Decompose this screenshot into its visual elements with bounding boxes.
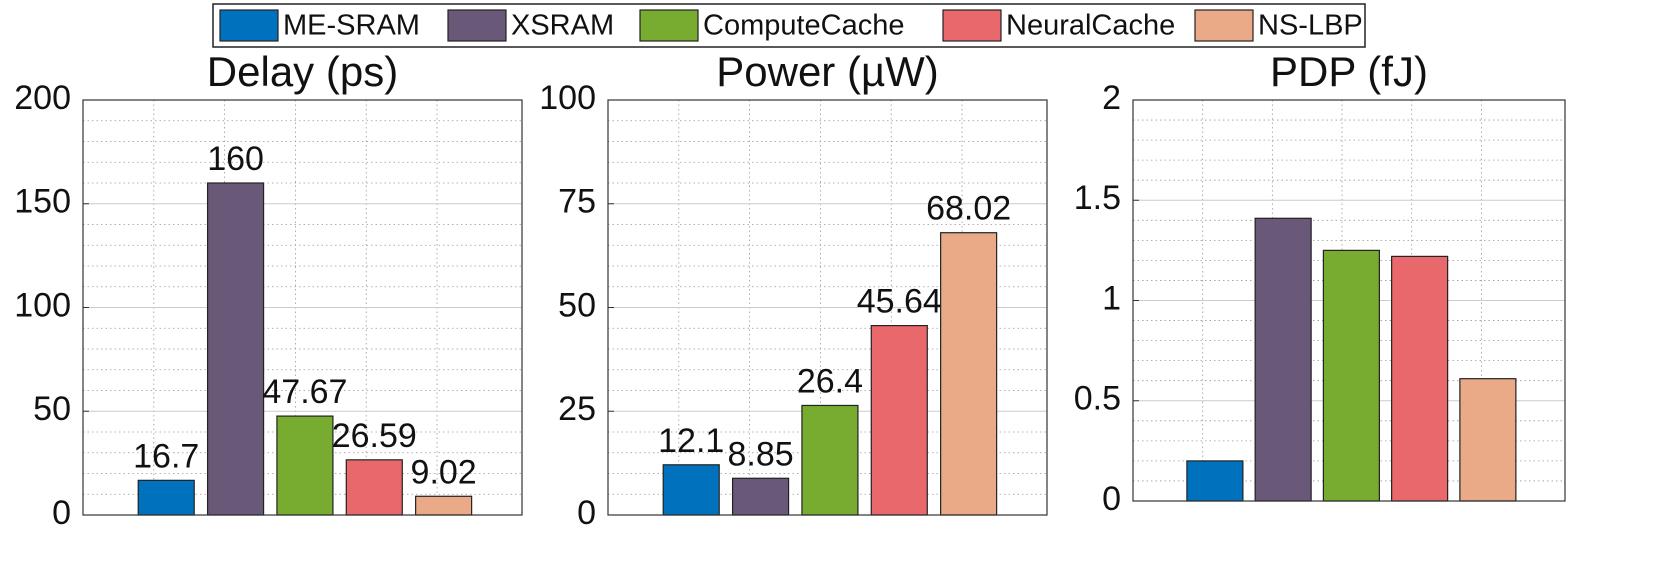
bar [801, 404, 859, 516]
y-tick-label: 50 [33, 390, 71, 428]
data-label: 68.02 [926, 190, 1011, 228]
bar [870, 324, 928, 516]
axes-frame [82, 99, 523, 516]
legend-label: NS-LBP [1258, 10, 1363, 42]
y-tick-label: 2 [1102, 79, 1121, 117]
data-label: 9.02 [411, 453, 477, 491]
y-tick-label: 75 [558, 183, 596, 221]
legend-box [212, 3, 1366, 48]
bar [345, 459, 403, 516]
y-tick-label: 1 [1102, 279, 1121, 317]
legend-label: ME-SRAM [283, 10, 420, 42]
y-tick-label: 0 [52, 494, 71, 532]
data-label: 47.67 [262, 373, 347, 411]
bar [1391, 255, 1449, 502]
legend-swatch [639, 9, 699, 42]
data-label: 160 [207, 140, 264, 178]
y-tick-label: 200 [14, 79, 71, 117]
y-tick-label: 0.5 [1074, 380, 1121, 418]
data-label: 26.59 [332, 417, 417, 455]
chart-title: PDP (fJ) [1270, 48, 1428, 95]
bar [1322, 249, 1380, 502]
y-tick-label: 50 [558, 286, 596, 324]
y-tick-label: 25 [558, 390, 596, 428]
data-label: 45.64 [857, 283, 942, 321]
bar [415, 495, 473, 516]
legend-swatch [942, 9, 1002, 42]
data-label: 8.85 [727, 435, 793, 473]
legend-label: XSRAM [511, 10, 614, 42]
y-tick-label: 0 [1102, 480, 1121, 518]
y-tick-label: 100 [539, 79, 596, 117]
y-tick-label: 150 [14, 183, 71, 221]
y-tick-label: 100 [14, 286, 71, 324]
legend-swatch [219, 9, 279, 42]
legend-label: NeuralCache [1006, 10, 1175, 42]
bar [137, 479, 195, 516]
y-tick-label: 1.5 [1074, 179, 1121, 217]
bar [1186, 460, 1244, 502]
bar [940, 232, 998, 516]
axes-frame [607, 99, 1048, 516]
bar [206, 182, 265, 516]
legend-label: ComputeCache [703, 10, 905, 42]
chart-title: Delay (ps) [207, 48, 398, 95]
y-tick-label: 0 [577, 494, 596, 532]
bar [662, 464, 720, 516]
axes-frame [1132, 99, 1566, 502]
bar [1254, 217, 1312, 502]
bar [731, 477, 790, 516]
data-label: 16.7 [133, 437, 199, 475]
chart-title: Power (µW) [716, 48, 939, 95]
bar [276, 415, 334, 516]
legend-swatch [447, 9, 507, 42]
legend-swatch [1194, 9, 1254, 42]
data-label: 26.4 [797, 362, 863, 400]
bar [1459, 378, 1517, 502]
data-label: 12.1 [658, 422, 724, 460]
